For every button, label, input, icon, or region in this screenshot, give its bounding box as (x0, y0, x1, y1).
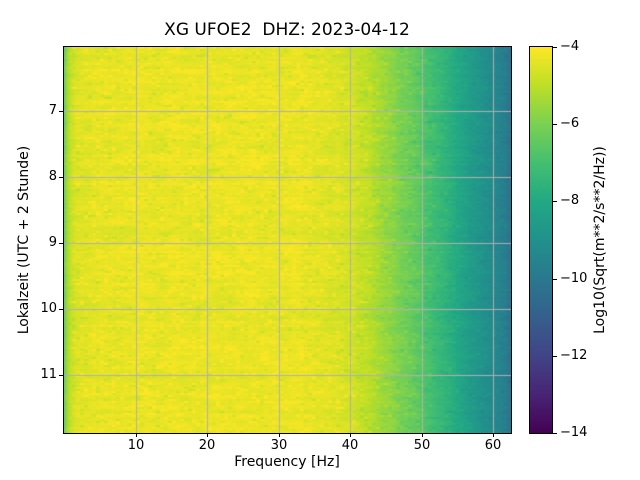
plot-area (63, 46, 512, 434)
colorbar-label: Log10(Sqrt(m**2/s**2/Hz)) (592, 146, 608, 334)
y-tick-mark (59, 309, 63, 310)
y-tick-mark (59, 243, 63, 244)
colorbar-tick-label: −10 (560, 271, 588, 286)
colorbar-tick-mark (553, 47, 557, 48)
colorbar (529, 46, 553, 434)
x-tick-label: 30 (270, 438, 288, 453)
y-tick-label: 9 (48, 235, 57, 250)
y-tick-label: 11 (40, 367, 57, 382)
colorbar-tick-label: −14 (560, 425, 588, 440)
spectrogram-heatmap (64, 47, 511, 433)
x-tick-label: 20 (198, 438, 216, 453)
colorbar-tick-mark (553, 279, 557, 280)
figure-title: XG UFOE2 DHZ: 2023-04-12 (164, 20, 410, 40)
x-tick-mark (493, 433, 494, 437)
y-tick-label: 8 (48, 169, 57, 184)
colorbar-tick-mark (553, 433, 557, 434)
y-tick-mark (59, 375, 63, 376)
colorbar-tick-label: −8 (560, 193, 580, 208)
x-tick-label: 50 (413, 438, 431, 453)
x-axis-label: Frequency [Hz] (234, 454, 340, 470)
colorbar-tick-mark (553, 124, 557, 125)
colorbar-tick-mark (553, 356, 557, 357)
x-tick-mark (136, 433, 137, 437)
y-tick-label: 7 (48, 103, 57, 118)
colorbar-tick-label: −4 (560, 39, 580, 54)
colorbar-tick-mark (553, 201, 557, 202)
x-tick-mark (350, 433, 351, 437)
y-tick-mark (59, 177, 63, 178)
y-tick-label: 10 (40, 301, 57, 316)
x-tick-mark (207, 433, 208, 437)
x-tick-mark (422, 433, 423, 437)
colorbar-tick-label: −12 (560, 348, 588, 363)
x-tick-label: 60 (484, 438, 502, 453)
x-tick-mark (279, 433, 280, 437)
colorbar-tick-label: −6 (560, 116, 580, 131)
x-tick-label: 40 (341, 438, 359, 453)
x-tick-label: 10 (127, 438, 145, 453)
y-tick-mark (59, 111, 63, 112)
